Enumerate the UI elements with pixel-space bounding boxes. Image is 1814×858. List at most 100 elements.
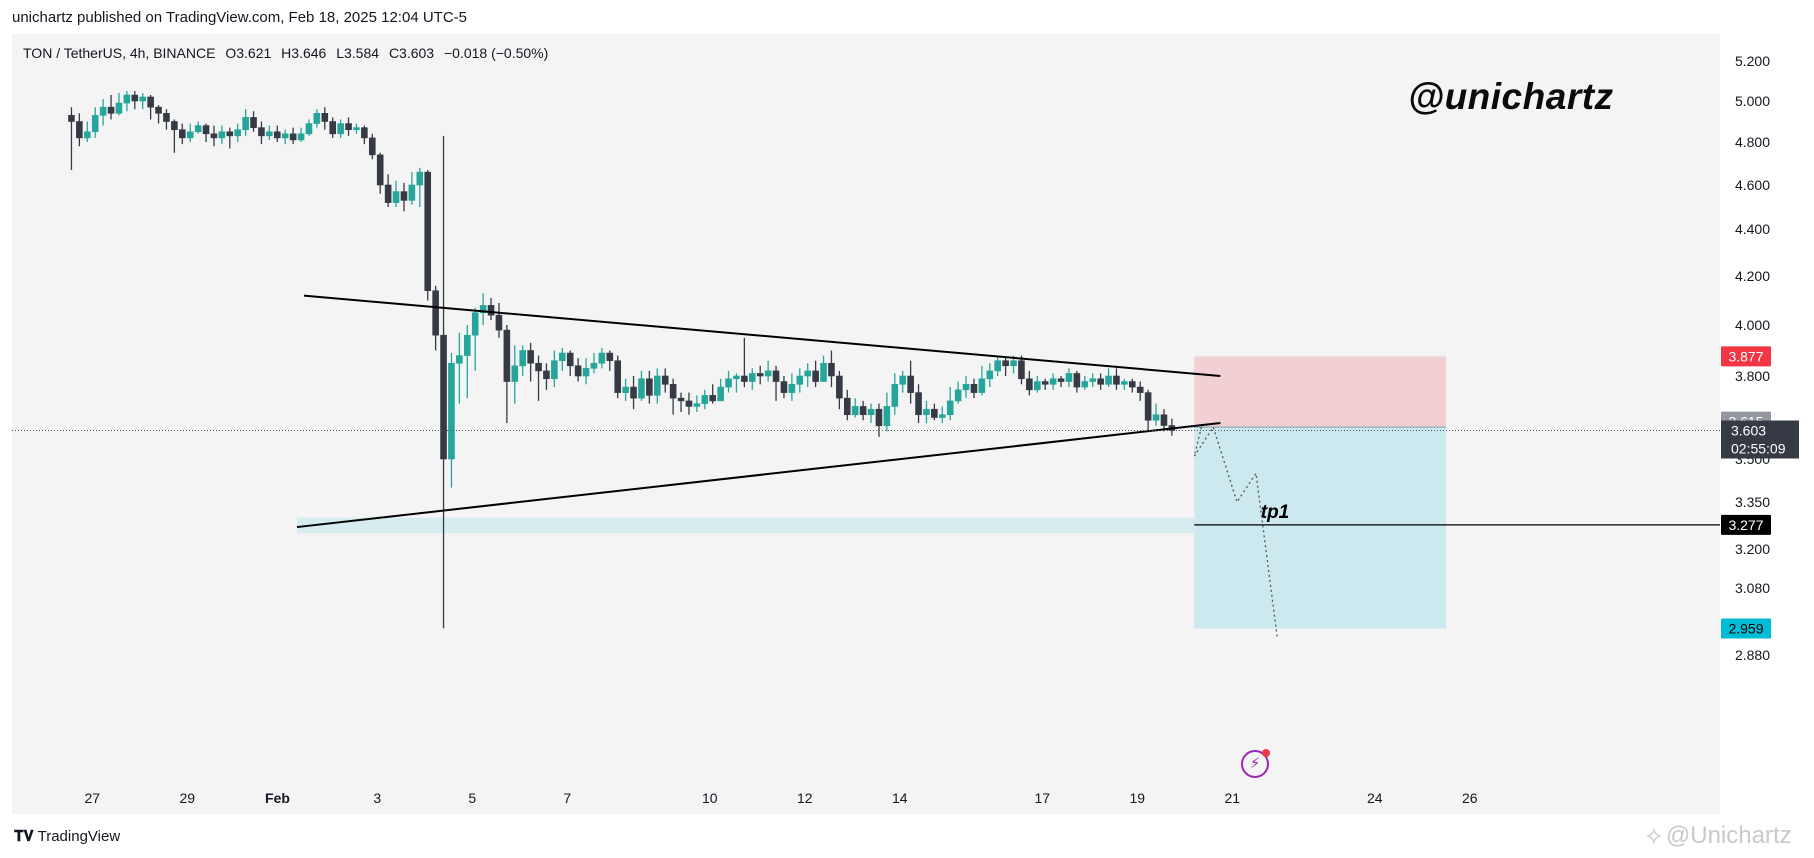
price-axis: 5.200 5.000 4.800 4.600 4.400 4.200 4.000 3.800… (1735, 53, 1770, 663)
candle-body (535, 362, 542, 372)
candle-body (701, 395, 709, 404)
candle-body (392, 191, 400, 203)
candle-body (495, 314, 503, 331)
candle-body (202, 125, 210, 135)
y-tick-label: 2.880 (1735, 647, 1770, 663)
candle-body (76, 121, 83, 139)
notification-dot (1262, 749, 1270, 757)
candle-body (638, 378, 645, 399)
take-profit-zone (1194, 427, 1446, 629)
candle-body (946, 400, 954, 416)
candle-body (1136, 386, 1144, 393)
candle-body (551, 360, 558, 380)
legend-open: O3.621 (225, 45, 272, 61)
candle-body (677, 397, 685, 402)
tp1-label: tp1 (1261, 502, 1290, 523)
candle-body (938, 414, 946, 418)
candle-body (487, 305, 495, 316)
candle-body (606, 352, 614, 361)
candle-body (590, 362, 598, 369)
candle-body (685, 400, 693, 407)
candle-body (1105, 375, 1112, 385)
candle-body (915, 392, 922, 416)
legend-change: −0.018 (−0.50%) (443, 45, 549, 61)
last-price-text: 3.603 (1731, 423, 1766, 439)
candle-body (598, 352, 606, 364)
candle-body (646, 378, 653, 396)
candle-body (440, 334, 447, 460)
candle-body (582, 368, 590, 377)
candles (68, 91, 1176, 629)
drawings: tp1 (12, 294, 1720, 639)
candle-body (234, 129, 242, 137)
legend-low: L3.584 (336, 45, 380, 61)
candle-body (210, 133, 218, 139)
candle-body (123, 94, 131, 104)
y-tick-label: 4.000 (1735, 317, 1770, 333)
candle-body (709, 395, 717, 402)
x-tick-label: 26 (1462, 790, 1478, 806)
candle-body (1073, 373, 1081, 388)
support-band (297, 517, 1195, 534)
candle-body (733, 375, 740, 380)
target-tag-text: 2.959 (1728, 621, 1763, 637)
x-tick-label: 10 (702, 790, 718, 806)
candle-body (622, 386, 629, 393)
candle-body (867, 408, 875, 416)
y-tick-label: 4.400 (1735, 221, 1770, 237)
candle-body (653, 375, 661, 396)
candle-body (843, 397, 851, 416)
candle-body (558, 352, 566, 361)
candle-body (764, 370, 772, 377)
candle-body (1121, 381, 1128, 385)
candle-body (329, 121, 337, 135)
y-tick-label: 4.600 (1735, 177, 1770, 193)
candle-body (1026, 378, 1033, 391)
candle-body (986, 370, 994, 380)
lightning-icon[interactable]: ⚡ (1241, 749, 1270, 778)
candle-body (1002, 360, 1009, 367)
candle-body (194, 125, 202, 133)
candle-body (1128, 381, 1136, 388)
countdown-text: 02:55:09 (1731, 441, 1786, 457)
candle-body (463, 334, 471, 356)
candle-body (273, 131, 281, 139)
candle-body (242, 117, 249, 131)
triangle-upper-line (303, 294, 1221, 377)
candle-body (859, 406, 867, 416)
candle-body (1089, 378, 1097, 382)
x-tick-label: 17 (1034, 790, 1050, 806)
x-tick-label: 29 (179, 790, 195, 806)
candle-body (796, 375, 804, 385)
candle-body (891, 383, 899, 407)
candle-body (804, 370, 812, 377)
legend-high: H3.646 (281, 45, 327, 61)
stop-tag-text: 3.877 (1728, 348, 1763, 364)
candle-body (836, 375, 843, 399)
tp1-tag-text: 3.277 (1728, 517, 1763, 533)
candle-body (337, 123, 344, 135)
candle-body (717, 386, 724, 402)
position-zones (297, 356, 1446, 629)
candle-body (163, 113, 170, 122)
candle-body (384, 184, 392, 203)
candle-body (313, 113, 321, 124)
candle-body (178, 129, 186, 139)
tradingview-logo[interactable]: 𝐓𝐕 TradingView (14, 828, 120, 845)
candle-body (1033, 381, 1041, 391)
candle-body (1018, 360, 1025, 380)
triangle-lower-line (296, 422, 1221, 529)
candle-body (297, 133, 305, 141)
candle-body (907, 375, 914, 393)
candle-body (725, 378, 732, 388)
cube-icon: ⟡ (1646, 822, 1662, 849)
candle-body (543, 370, 550, 380)
y-tick-label: 5.000 (1735, 93, 1770, 109)
corner-watermark: ⟡ @Unichartz (1646, 822, 1792, 850)
candle-body (305, 123, 313, 135)
x-tick-label: 12 (797, 790, 813, 806)
candle-body (115, 102, 123, 114)
candle-body (741, 375, 748, 382)
